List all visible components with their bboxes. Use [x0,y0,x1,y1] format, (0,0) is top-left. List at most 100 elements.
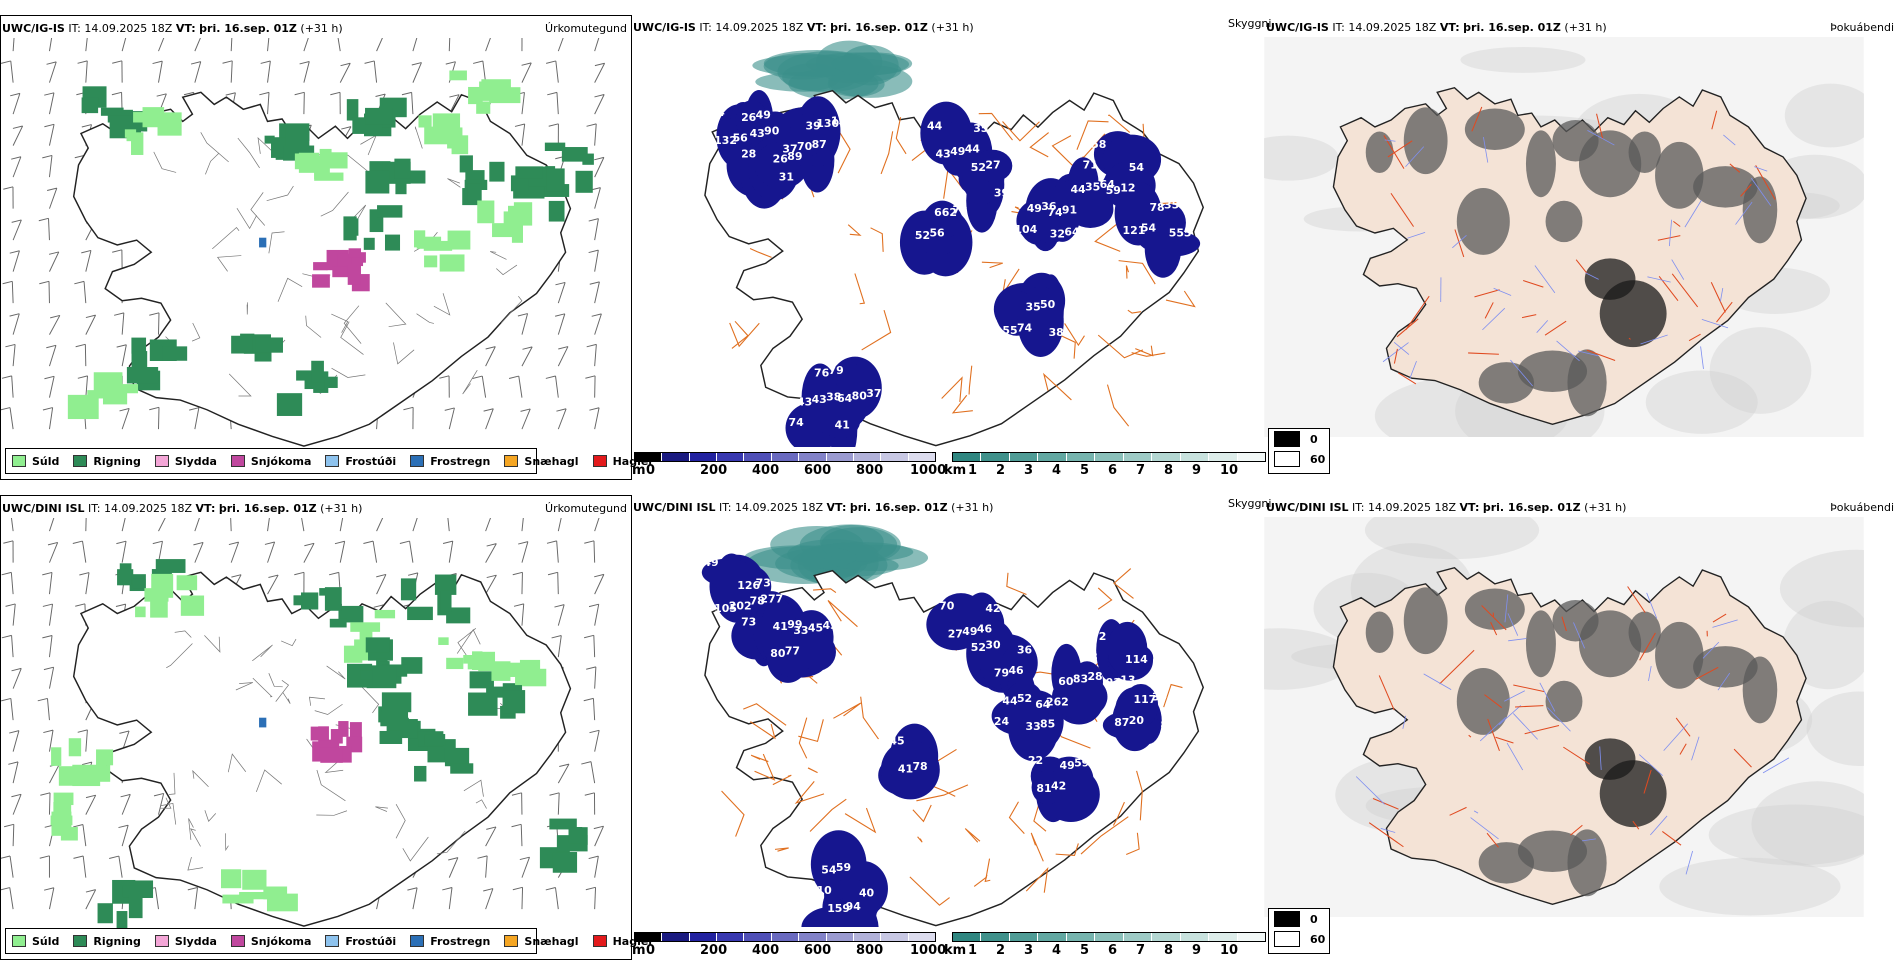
cloud-base-value: 45 [889,734,904,747]
cloud-base-value: 41 [835,419,850,432]
cloud-base-value: 78 [1149,201,1164,214]
fog-shade [1404,587,1448,654]
cloud-base-value: 83 [1073,673,1088,686]
wind-barb [86,795,96,814]
precip-cell [311,361,324,383]
fog-shade [1546,681,1583,722]
cloud-base-value: 93 [1106,676,1121,689]
precip-cell [109,384,138,393]
lead-time: (+31 h) [300,22,342,35]
wind-barb [192,518,202,531]
legend-item-2: Slydda [155,455,217,468]
legend-swatch [593,935,607,947]
model-name: UWC/DINI ISL [633,501,716,514]
colorbar-tick: 10 [1220,463,1238,478]
precip-cell [418,115,431,127]
cloud-base-value: 74 [1017,321,1033,334]
cloud-base-value: 39 [1152,691,1167,704]
precip-cell [329,152,348,168]
wind-barb [589,730,599,751]
precip-cell [221,869,241,888]
wind-barb [512,38,522,51]
key-label: 0 [1310,913,1318,926]
cloud-base-value: 38 [1049,326,1064,339]
colorbar-segment [662,933,689,941]
wind-barb [11,157,21,177]
colorbar-tick: 10 [1220,943,1238,958]
wind-barb [5,38,15,51]
colorbar-tick: 8 [1164,463,1173,478]
cloud-base-value: 71 [1083,158,1098,171]
wind-barb [1,698,13,720]
legend-swatch [231,455,245,467]
wind-barb [10,93,20,114]
colorbar-tick: 5 [1080,943,1089,958]
fog-shade [1457,668,1510,735]
wind-barb [363,541,376,563]
colorbar-tick: 9 [1192,943,1201,958]
wind-barb [188,887,198,909]
wind-barb [327,38,340,51]
wind-barb [44,888,54,909]
colorbar-segment [1038,453,1066,461]
wind-barb [78,376,88,398]
cloud-base-value: 202 [729,600,752,613]
wind-barb [260,38,270,51]
wind-barb [403,407,413,429]
precip-cell [441,591,452,612]
precip-cell [385,235,400,251]
colorbar-unit: km [944,943,966,958]
wind-barb [589,408,599,429]
precip-cell [414,230,425,247]
cloud-base-value: 28 [741,148,756,161]
visibility-colorbar [952,452,1266,462]
colorbar-segment [1067,933,1095,941]
cloud-base-value: 78 [912,760,927,773]
model-name: UWC/IG-IS [1266,21,1329,34]
colorbar-tick: 1000 [910,463,946,478]
cloud-base-value: 36 [1017,643,1033,656]
cloud-base-value: 91 [1062,203,1077,216]
wind-barb [1,518,13,531]
precip-cell [460,155,473,172]
wind-barb [44,376,54,397]
wind-barb [193,542,203,562]
wind-barb [3,541,13,563]
cloud-base-value: 59 [836,861,851,874]
lead-time: (+31 h) [1564,21,1606,34]
legend-swatch [12,935,26,947]
wind-barb [265,542,275,563]
wind-barb [440,38,450,51]
precip-cell [133,579,146,588]
legend-label: Slydda [175,455,217,468]
legend-label: Slydda [175,935,217,948]
fog-shade [1465,588,1525,629]
wind-barb [2,572,13,594]
precip-map [1,518,631,938]
colorbar-segment [1152,933,1180,941]
cloud-base-value: 52 [971,161,986,174]
it-value: 14.09.2025 18Z [84,22,172,35]
cloud-base-value: 80 [770,647,786,660]
height-colorbar [634,452,936,462]
precip-cell [125,129,136,137]
it-label: IT: [68,22,80,35]
cloud-base-value: 27 [985,158,1000,171]
precip-cell [414,766,426,782]
precip-cell [546,168,564,191]
it-label: IT: [1332,21,1344,34]
wind-barb [153,61,163,82]
wind-barb [550,793,560,815]
precip-cell [503,690,526,713]
fog-shade [1366,132,1394,173]
road-line [1007,573,1027,595]
legend-label: Frostúði [345,455,396,468]
cloud-base-visibility-panel: UWC/IG-IS IT: 14.09.2025 18Z VT: þri. 16… [632,15,1264,480]
wind-barb [44,667,54,688]
wind-barb [437,518,449,531]
precip-cell [222,895,253,904]
wind-barb [294,572,304,594]
cloud-base-value: 44 [1070,183,1086,196]
precip-cell [365,108,392,125]
